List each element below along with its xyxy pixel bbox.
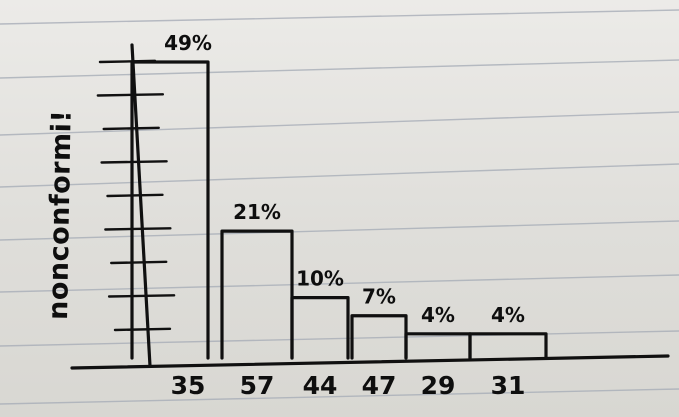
data-label: 4%	[491, 303, 525, 327]
ruled-line	[0, 220, 679, 241]
ruled-line	[0, 388, 679, 405]
x-tick-label: 29	[421, 371, 456, 400]
ruled-line	[0, 59, 679, 79]
bar	[290, 295, 350, 360]
data-label: 4%	[421, 303, 455, 327]
ruled-line	[0, 163, 679, 188]
y-tick	[106, 193, 164, 198]
bar	[130, 60, 210, 360]
data-labels: 49% 21% 10% 7% 4% 4%	[164, 31, 525, 327]
y-tick	[96, 93, 165, 97]
bar	[220, 229, 294, 360]
y-axis-title: nonconformi!	[43, 110, 78, 321]
y-tick	[113, 327, 172, 332]
y-tick	[100, 160, 168, 164]
x-tick-label: 31	[491, 371, 526, 400]
data-label: 21%	[233, 200, 281, 224]
x-tick-label: 44	[303, 371, 338, 400]
data-label: 7%	[362, 285, 396, 309]
ruled-line	[0, 330, 679, 347]
ruled-line	[0, 111, 679, 136]
x-tick-label: 35	[171, 371, 206, 400]
x-tick-label: 47	[362, 371, 397, 400]
ruled-line	[0, 274, 679, 293]
x-tick-labels: 35 57 44 47 29 31	[171, 371, 526, 400]
data-label: 49%	[164, 31, 212, 55]
data-label: 10%	[296, 267, 344, 291]
bar	[468, 332, 548, 360]
ruled-lines	[0, 9, 679, 405]
y-tick	[110, 260, 168, 265]
y-tick	[107, 294, 176, 298]
y-tick	[104, 227, 172, 231]
x-tick-label: 57	[240, 371, 275, 400]
y-axis	[130, 43, 152, 368]
bars	[130, 60, 548, 360]
ruled-line	[0, 9, 679, 25]
x-axis	[70, 354, 670, 370]
